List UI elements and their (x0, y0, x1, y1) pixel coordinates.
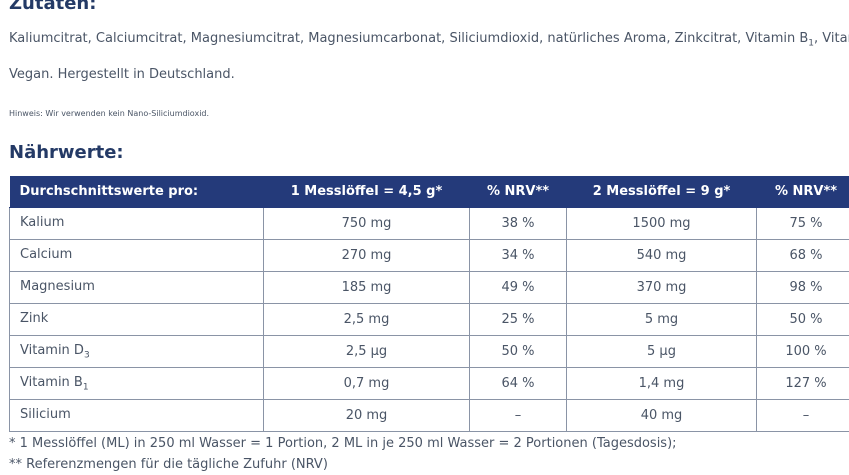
footnote-serving: * 1 Messlöffel (ML) in 250 ml Wasser = 1… (9, 433, 677, 454)
nrv-2-scoops: 100 % (757, 336, 849, 368)
nutrition-table: Durchschnittswerte pro: 1 Messlöffel = 4… (9, 176, 849, 432)
zutaten-heading: Zutaten: (9, 0, 96, 14)
nrv-2-scoops: 98 % (757, 272, 849, 304)
table-row: Calcium 270 mg 34 % 540 mg 68 % (10, 240, 849, 272)
value-1-scoop: 270 mg (264, 240, 470, 272)
value-2-scoops: 1500 mg (567, 208, 757, 240)
nrv-2-scoops: 50 % (757, 304, 849, 336)
nutrient-label: Kalium (20, 215, 64, 230)
nutrient-label: Calcium (20, 247, 72, 262)
nutrient-label: Silicium (20, 407, 71, 422)
value-2-scoops: 40 mg (567, 400, 757, 432)
nrv-1-scoop: – (470, 400, 567, 432)
value-2-scoops: 5 µg (567, 336, 757, 368)
value-1-scoop: 0,7 mg (264, 368, 470, 400)
nutrient-label: Zink (20, 311, 48, 326)
nutrient-label: Vitamin D (20, 343, 84, 358)
ingredients-main: Kaliumcitrat, Calciumcitrat, Magnesiumci… (9, 31, 808, 46)
hinweis-note: Hinweis: Wir verwenden kein Nano-Siliciu… (9, 109, 209, 118)
value-1-scoop: 750 mg (264, 208, 470, 240)
nutrient-name: Vitamin B1 (10, 368, 264, 400)
nutrient-label: Vitamin B (20, 375, 83, 390)
nrv-2-scoops: 68 % (757, 240, 849, 272)
value-2-scoops: 540 mg (567, 240, 757, 272)
nutrient-name: Magnesium (10, 272, 264, 304)
vegan-note: Vegan. Hergestellt in Deutschland. (9, 67, 235, 82)
nrv-1-scoop: 34 % (470, 240, 567, 272)
column-header-nrv-1: % NRV** (470, 176, 567, 208)
nrv-2-scoops: – (757, 400, 849, 432)
nrv-2-scoops: 75 % (757, 208, 849, 240)
value-1-scoop: 185 mg (264, 272, 470, 304)
table-row: Kalium 750 mg 38 % 1500 mg 75 % (10, 208, 849, 240)
nutrient-name: Kalium (10, 208, 264, 240)
column-header-nrv-2: % NRV** (757, 176, 849, 208)
footnotes: * 1 Messlöffel (ML) in 250 ml Wasser = 1… (9, 433, 677, 475)
nutrient-name: Vitamin D3 (10, 336, 264, 368)
nutrient-subscript: 1 (83, 382, 89, 392)
nrv-1-scoop: 38 % (470, 208, 567, 240)
nrv-1-scoop: 25 % (470, 304, 567, 336)
value-2-scoops: 5 mg (567, 304, 757, 336)
value-1-scoop: 20 mg (264, 400, 470, 432)
ingredients-text: Kaliumcitrat, Calciumcitrat, Magnesiumci… (9, 31, 849, 49)
table-row: Vitamin D3 2,5 µg 50 % 5 µg 100 % (10, 336, 849, 368)
ingredients-tail: , Vitam (814, 31, 849, 46)
value-1-scoop: 2,5 mg (264, 304, 470, 336)
naehrwerte-heading: Nährwerte: (9, 142, 124, 163)
table-row: Zink 2,5 mg 25 % 5 mg 50 % (10, 304, 849, 336)
column-header-1-scoop: 1 Messlöffel = 4,5 g* (264, 176, 470, 208)
column-header-2-scoops: 2 Messlöffel = 9 g* (567, 176, 757, 208)
nutrient-label: Magnesium (20, 279, 95, 294)
column-header-label: Durchschnittswerte pro: (10, 176, 264, 208)
value-2-scoops: 1,4 mg (567, 368, 757, 400)
nutrient-subscript: 3 (84, 350, 90, 360)
nutrient-name: Zink (10, 304, 264, 336)
nutrient-name: Calcium (10, 240, 264, 272)
nrv-2-scoops: 127 % (757, 368, 849, 400)
table-header-row: Durchschnittswerte pro: 1 Messlöffel = 4… (10, 176, 849, 208)
nrv-1-scoop: 64 % (470, 368, 567, 400)
table-row: Vitamin B1 0,7 mg 64 % 1,4 mg 127 % (10, 368, 849, 400)
nrv-1-scoop: 50 % (470, 336, 567, 368)
nrv-1-scoop: 49 % (470, 272, 567, 304)
table-row: Magnesium 185 mg 49 % 370 mg 98 % (10, 272, 849, 304)
value-2-scoops: 370 mg (567, 272, 757, 304)
table-row: Silicium 20 mg – 40 mg – (10, 400, 849, 432)
value-1-scoop: 2,5 µg (264, 336, 470, 368)
nutrient-name: Silicium (10, 400, 264, 432)
